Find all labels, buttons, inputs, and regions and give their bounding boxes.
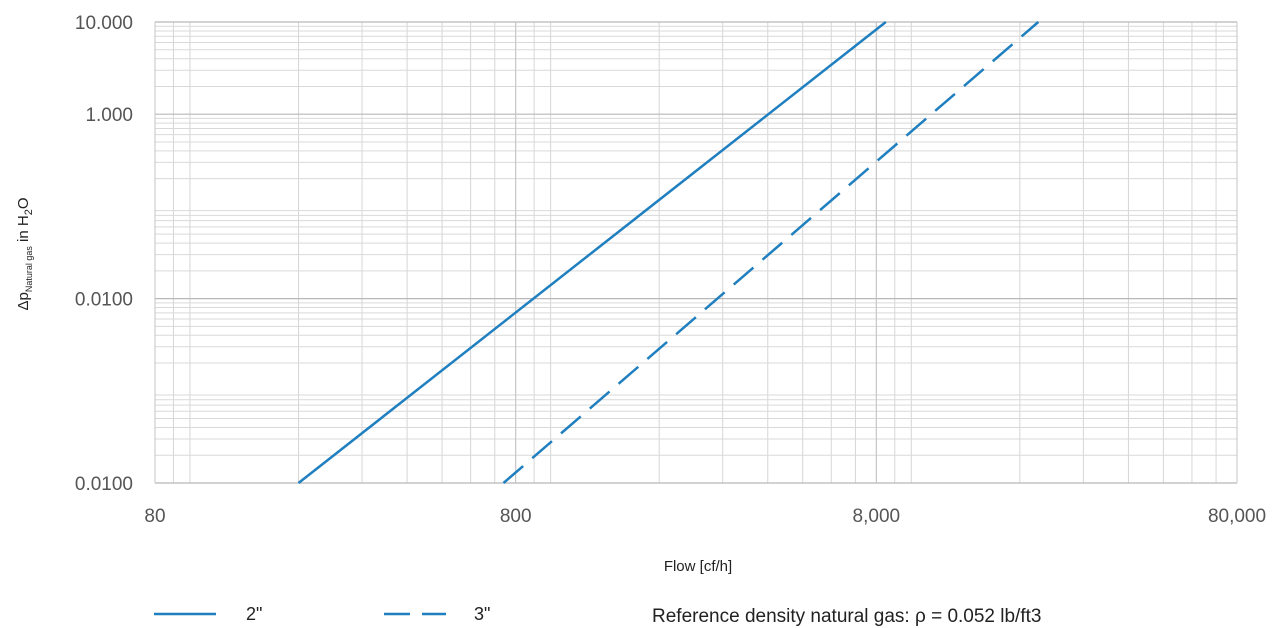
reference-density-note: Reference density natural gas: ρ = 0.052…: [652, 606, 1041, 627]
legend-label-3in: 3": [474, 604, 490, 624]
y-tick-labels: 0.0100 0.0100 1.000 10.000: [75, 13, 133, 495]
y-axis-label-subscript2: 2: [23, 209, 35, 215]
y-tick-label-1: 0.0100: [75, 290, 133, 311]
legend: 2" 3": [154, 604, 490, 624]
y-axis-label-prefix: Δp: [15, 292, 32, 310]
x-tick-label-0: 80: [144, 506, 165, 527]
grid-minor: [155, 22, 1237, 483]
y-tick-label-0: 0.0100: [75, 474, 133, 495]
y-axis-label: ΔpNatural gas in H2O: [15, 197, 35, 310]
grid-major: [154, 21, 1238, 484]
x-tick-label-3: 80,000: [1208, 506, 1266, 527]
x-tick-label-1: 800: [500, 506, 532, 527]
y-axis-label-middle: in H: [15, 215, 32, 246]
x-tick-labels: 80 800 8,000 80,000: [144, 506, 1266, 527]
y-axis-label-subscript: Natural gas: [24, 246, 34, 293]
x-axis-label: Flow [cf/h]: [664, 558, 732, 575]
series-line-0: [297, 21, 887, 484]
y-tick-label-2: 1.000: [85, 105, 133, 126]
series-group: [297, 21, 1040, 484]
series-line-1: [502, 21, 1040, 484]
y-tick-label-3: 10.000: [75, 13, 133, 34]
y-axis-label-suffix: O: [15, 197, 32, 209]
legend-label-2in: 2": [246, 604, 262, 624]
x-tick-label-2: 8,000: [853, 506, 901, 527]
